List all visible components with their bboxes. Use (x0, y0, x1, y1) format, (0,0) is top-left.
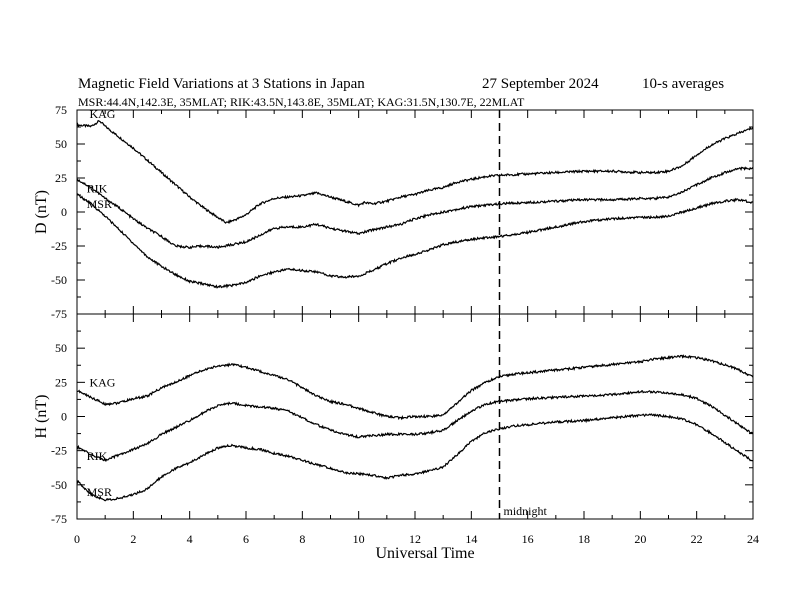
y-tick-label: 0 (61, 410, 67, 424)
x-axis-label: Universal Time (375, 545, 474, 562)
x-tick-label: 24 (747, 532, 759, 546)
x-tick-label: 8 (299, 532, 305, 546)
chart-title: Magnetic Field Variations at 3 Stations … (78, 76, 365, 92)
x-tick-label: 22 (691, 532, 703, 546)
series-line-rik (76, 166, 754, 250)
series-label-rik: RIK (87, 449, 108, 463)
series-line-msr (76, 193, 754, 289)
x-tick-label: 6 (243, 532, 249, 546)
y-tick-label: -25 (51, 444, 67, 458)
x-tick-label: 20 (634, 532, 646, 546)
y-tick-label: 75 (55, 103, 67, 117)
x-tick-label: 4 (187, 532, 193, 546)
y-tick-label: -75 (51, 307, 67, 321)
y-tick-label: 25 (55, 375, 67, 389)
series-line-kag (76, 354, 754, 421)
y-tick-label: -25 (51, 239, 67, 253)
x-tick-label: 14 (465, 532, 477, 546)
series-label-rik: RIK (87, 182, 108, 196)
chart-averaging: 10-s averages (642, 76, 724, 92)
midnight-label: midnight (504, 504, 548, 518)
y-tick-label: 0 (61, 205, 67, 219)
series-label-msr: MSR (87, 197, 112, 211)
y-tick-label: 25 (55, 171, 67, 185)
y-tick-label: -50 (51, 478, 67, 492)
series-label-kag: KAG (89, 376, 115, 390)
series-line-kag (76, 120, 754, 225)
x-tick-label: 0 (74, 532, 80, 546)
y-tick-label: -75 (51, 512, 67, 526)
chart-date: 27 September 2024 (482, 76, 599, 92)
x-tick-label: 2 (130, 532, 136, 546)
y-axis-label: H (nT) (33, 395, 50, 439)
station-coordinates: MSR:44.4N,142.3E, 35MLAT; RIK:43.5N,143.… (78, 95, 525, 109)
y-axis-label: D (nT) (33, 190, 50, 234)
series-label-kag: KAG (89, 107, 115, 121)
series-label-msr: MSR (87, 485, 112, 499)
y-tick-label: 50 (55, 137, 67, 151)
x-tick-label: 18 (578, 532, 590, 546)
panel-frame-0 (76, 109, 754, 315)
y-tick-label: -50 (51, 273, 67, 287)
series-line-rik (76, 389, 754, 463)
y-tick-label: 50 (55, 341, 67, 355)
x-tick-label: 12 (409, 532, 421, 546)
x-tick-label: 16 (522, 532, 534, 546)
x-tick-label: 10 (353, 532, 365, 546)
series-line-msr (76, 413, 754, 502)
